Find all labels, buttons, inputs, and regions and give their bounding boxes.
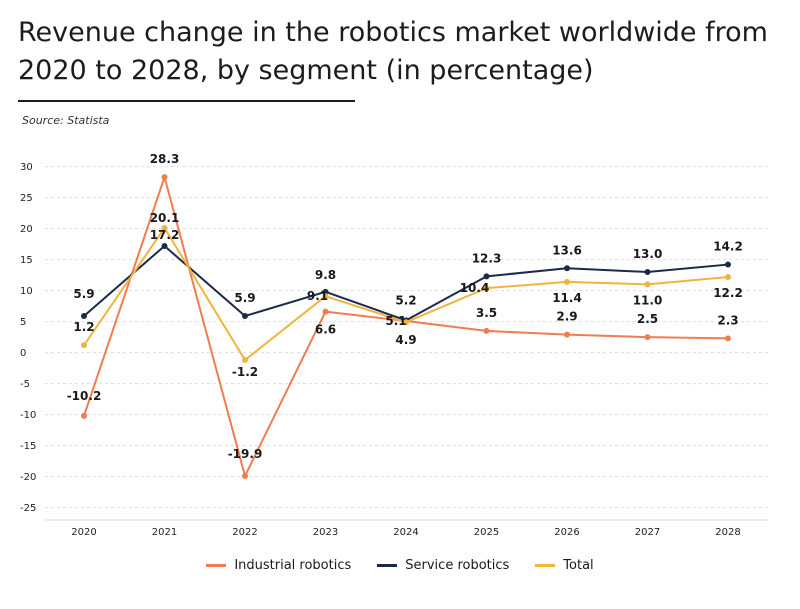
data-point	[644, 281, 651, 288]
data-label: 28.3	[150, 152, 180, 166]
x-tick-label: 2027	[635, 527, 660, 538]
legend: Industrial robotics Service robotics Total	[0, 558, 800, 573]
data-point	[322, 293, 329, 300]
x-tick-label: 2021	[152, 527, 177, 538]
data-point	[322, 288, 329, 295]
data-label: 13.0	[633, 247, 663, 261]
x-tick-label: 2023	[313, 527, 338, 538]
data-point	[161, 224, 168, 231]
data-label: 5.1	[385, 314, 406, 328]
data-point	[242, 357, 248, 364]
y-tick-label: 15	[20, 255, 33, 266]
data-labels: -10.2 28.3 -19.9 6.6 5.1 3.5 2.9 2.5 2.3 5.9 17.2 5…	[67, 152, 743, 461]
data-point	[564, 331, 570, 338]
legend-item[interactable]: Total	[535, 558, 594, 573]
y-tick-label: -10	[20, 410, 36, 421]
data-label: 12.2	[713, 286, 743, 300]
data-label: 11.0	[633, 293, 663, 307]
legend-item[interactable]: Industrial robotics	[206, 558, 351, 573]
data-point	[242, 472, 248, 479]
series-lines	[81, 174, 731, 479]
data-label: 20.1	[150, 211, 180, 225]
data-label: 5.2	[395, 293, 416, 307]
source-note: Source: Statista	[22, 114, 110, 127]
series-3	[81, 224, 731, 364]
y-tick-label: 25	[20, 193, 33, 204]
data-label: 5.9	[73, 287, 94, 301]
data-point	[644, 269, 651, 275]
y-tick-label: -20	[20, 472, 36, 483]
x-axis-ticks: 2020 2021 2022 2023 2024 2025 2026 2027 2028	[71, 527, 740, 538]
y-tick-label: 5	[20, 317, 26, 328]
data-point	[483, 273, 490, 280]
data-label: 9.8	[315, 268, 336, 282]
data-label: -1.2	[232, 365, 258, 379]
legend-swatch	[206, 564, 227, 567]
data-point	[483, 285, 490, 292]
legend-label: Industrial robotics	[234, 558, 352, 573]
data-point	[725, 273, 731, 280]
data-label: -19.9	[228, 447, 263, 461]
data-point	[564, 278, 570, 285]
data-label: 14.2	[713, 240, 743, 254]
data-label: 2.9	[556, 310, 577, 324]
data-point	[322, 308, 329, 315]
data-label: 9.1	[307, 289, 328, 303]
data-point	[161, 174, 168, 181]
data-point	[403, 319, 409, 326]
legend-swatch	[377, 564, 398, 567]
data-point	[242, 313, 248, 320]
chart-title: Revenue change in the robotics market wo…	[18, 17, 768, 86]
data-label: 13.6	[552, 243, 582, 257]
legend-item[interactable]: Service robotics	[377, 558, 509, 573]
y-tick-label: -15	[20, 441, 36, 452]
data-label: 10.4	[460, 281, 490, 295]
x-tick-label: 2028	[715, 527, 740, 538]
data-point	[81, 313, 87, 320]
y-tick-label: 30	[20, 162, 33, 173]
data-label: 1.2	[73, 320, 94, 334]
legend-swatch	[535, 564, 556, 567]
data-point	[483, 327, 490, 334]
data-point	[161, 242, 168, 249]
data-point	[81, 412, 87, 419]
data-label: 6.6	[315, 323, 336, 337]
y-axis-ticks: 30 25 20 15 10 5 0 -5 -10 -15 -20 -25	[20, 162, 36, 514]
y-tick-label: 10	[20, 286, 33, 297]
data-label: 5.9	[234, 291, 255, 305]
data-label: -10.2	[67, 389, 102, 403]
legend-label: Service robotics	[405, 558, 510, 573]
data-label: 2.3	[717, 313, 738, 327]
data-point	[644, 334, 651, 341]
data-point	[725, 261, 731, 268]
data-label: 4.9	[395, 333, 416, 347]
x-tick-label: 2020	[71, 527, 96, 538]
data-label: 11.4	[552, 291, 582, 305]
data-label: 3.5	[476, 306, 497, 320]
y-tick-label: -25	[20, 503, 36, 514]
y-tick-label: 20	[20, 224, 33, 235]
y-tick-label: 0	[20, 348, 26, 359]
data-point	[725, 335, 731, 342]
data-label: 12.3	[472, 251, 502, 265]
y-tick-label: -5	[20, 379, 30, 390]
x-tick-label: 2024	[393, 527, 418, 538]
data-point	[81, 342, 87, 349]
x-tick-label: 2026	[554, 527, 579, 538]
title-underline	[18, 100, 355, 102]
x-tick-label: 2025	[474, 527, 499, 538]
data-point	[564, 265, 570, 272]
data-label: 17.2	[150, 228, 180, 242]
legend-label: Total	[563, 558, 594, 573]
data-label: 2.5	[637, 312, 658, 326]
x-tick-label: 2022	[232, 527, 257, 538]
